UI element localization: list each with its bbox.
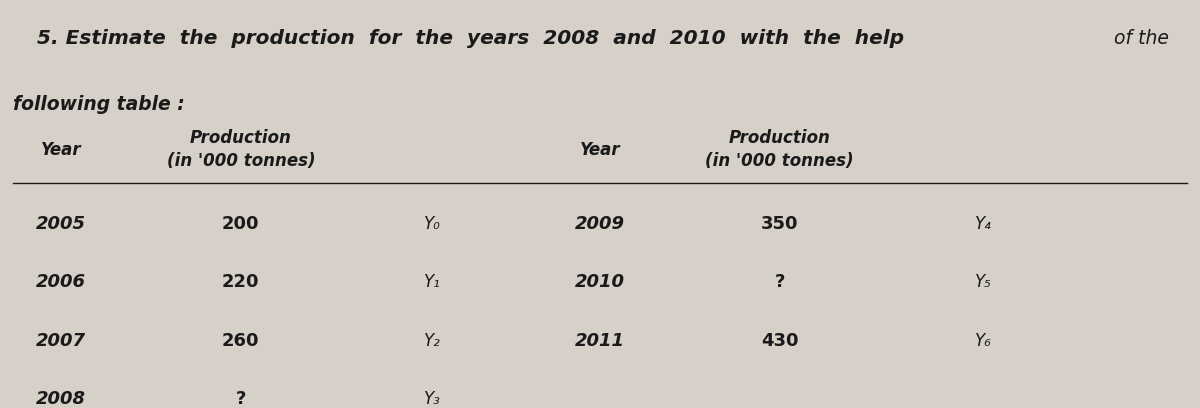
Text: Y₅: Y₅ — [974, 273, 991, 291]
Text: Y₃: Y₃ — [424, 390, 440, 408]
Text: 2005: 2005 — [36, 215, 86, 233]
Text: Y₆: Y₆ — [974, 332, 991, 350]
Text: ?: ? — [235, 390, 246, 408]
Text: ?: ? — [774, 273, 785, 291]
Text: of the: of the — [1114, 29, 1169, 48]
Text: 2009: 2009 — [575, 215, 625, 233]
Text: 2010: 2010 — [575, 273, 625, 291]
Text: Y₁: Y₁ — [424, 273, 440, 291]
Text: Year: Year — [580, 141, 620, 159]
Text: 430: 430 — [761, 332, 798, 350]
Text: 2006: 2006 — [36, 273, 86, 291]
Text: Year: Year — [41, 141, 82, 159]
Text: 220: 220 — [222, 273, 259, 291]
Text: Production
(in '000 tonnes): Production (in '000 tonnes) — [167, 129, 316, 171]
Text: Y₂: Y₂ — [424, 332, 440, 350]
Text: 260: 260 — [222, 332, 259, 350]
Text: 350: 350 — [761, 215, 798, 233]
Text: 200: 200 — [222, 215, 259, 233]
Text: Y₄: Y₄ — [974, 215, 991, 233]
Text: following table :: following table : — [13, 95, 185, 114]
Text: Production
(in '000 tonnes): Production (in '000 tonnes) — [706, 129, 854, 171]
Text: 2008: 2008 — [36, 390, 86, 408]
Text: Y₀: Y₀ — [424, 215, 440, 233]
Text: 2007: 2007 — [36, 332, 86, 350]
Text: 5. Estimate  the  production  for  the  years  2008  and  2010  with  the  help: 5. Estimate the production for the years… — [37, 29, 905, 48]
Text: 2011: 2011 — [575, 332, 625, 350]
